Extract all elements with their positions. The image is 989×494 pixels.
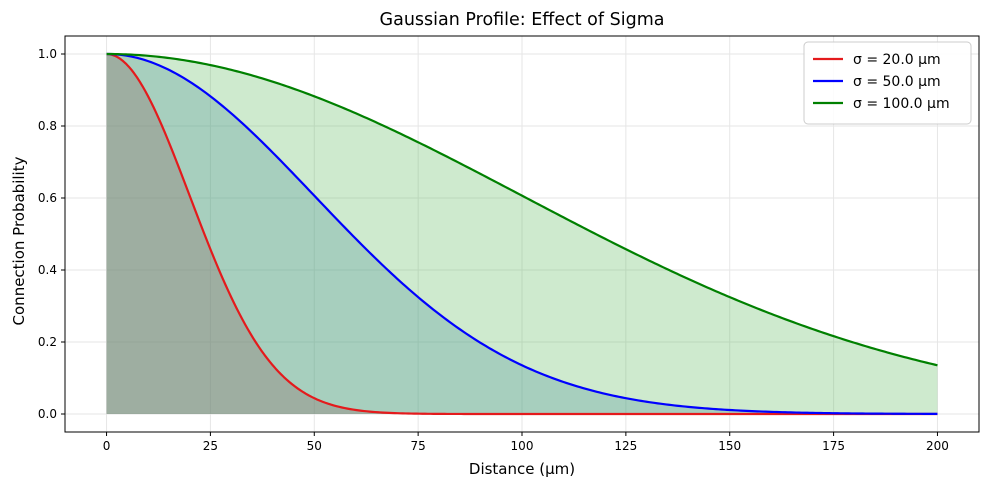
x-tick-label: 175 bbox=[822, 439, 845, 453]
legend-label-0: σ = 20.0 µm bbox=[853, 52, 941, 68]
tick-layer: 0 25 50 75 100 125 150 175 200 0.0 0.2 0.4 0.6 0.8 1.0 bbox=[38, 47, 949, 453]
legend-box bbox=[803, 41, 972, 125]
series-area-0 bbox=[106, 54, 938, 414]
x-tick-label: 50 bbox=[307, 439, 322, 453]
y-tick-label: 0.2 bbox=[38, 335, 57, 349]
x-tick-label: 75 bbox=[410, 439, 425, 453]
series-line-1 bbox=[106, 52, 938, 415]
y-tick-label: 1.0 bbox=[38, 47, 57, 61]
legend-label-1: σ = 50.0 µm bbox=[853, 74, 941, 90]
x-tick-label: 200 bbox=[926, 439, 949, 453]
chart-title: Gaussian Profile: Effect of Sigma bbox=[380, 10, 665, 30]
x-tick-label: 150 bbox=[718, 439, 741, 453]
line-layer bbox=[106, 52, 938, 416]
x-tick-label: 25 bbox=[203, 439, 218, 453]
x-tick-label: 125 bbox=[614, 439, 637, 453]
y-tick-label: 0.0 bbox=[38, 407, 57, 421]
y-tick-label: 0.6 bbox=[38, 191, 57, 205]
y-tick-label: 0.8 bbox=[38, 119, 57, 133]
y-axis-label: Connection Probability bbox=[10, 156, 28, 325]
series-area-1 bbox=[106, 54, 938, 414]
x-axis-label: Distance (µm) bbox=[469, 460, 575, 478]
series-line-0 bbox=[106, 52, 938, 416]
fill-layer bbox=[106, 54, 938, 414]
x-tick-label: 100 bbox=[511, 439, 534, 453]
y-tick-label: 0.4 bbox=[38, 263, 57, 277]
series-area-2 bbox=[106, 54, 938, 414]
legend: σ = 20.0 µm σ = 50.0 µm σ = 100.0 µm bbox=[803, 41, 972, 125]
x-tick-label: 0 bbox=[103, 439, 111, 453]
series-line-2 bbox=[106, 52, 938, 367]
legend-label-2: σ = 100.0 µm bbox=[853, 96, 950, 112]
